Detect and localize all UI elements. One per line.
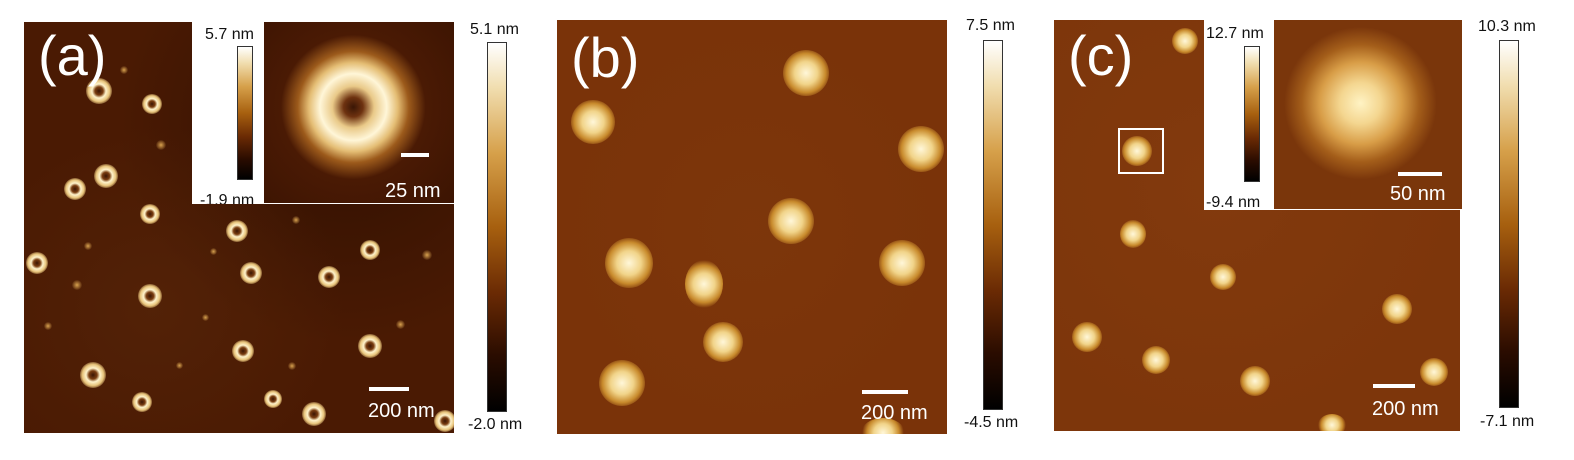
inset-colorbar-max: 12.7 nm xyxy=(1206,25,1264,42)
particle xyxy=(132,392,152,412)
speck xyxy=(156,140,166,150)
particle xyxy=(26,252,48,274)
particle xyxy=(1420,358,1448,386)
particle xyxy=(86,78,112,104)
inset-colorbar xyxy=(1244,46,1260,182)
afm-image-b: (b) 200 nm xyxy=(557,20,947,434)
selection-box xyxy=(1118,128,1164,174)
scale-bar xyxy=(369,387,409,391)
inset-image-a: 25 nm xyxy=(264,22,454,203)
inset-scale-bar-label: 50 nm xyxy=(1390,183,1446,205)
particle xyxy=(879,240,925,286)
inset-colorbar-min: -9.4 nm xyxy=(1206,194,1261,210)
colorbar-min: -2.0 nm xyxy=(468,416,523,433)
inset-scale-bar xyxy=(401,153,429,157)
particle xyxy=(240,262,262,284)
inset-colorbar-min: -1.9 nm xyxy=(200,192,255,204)
scale-bar xyxy=(862,390,908,394)
particle xyxy=(142,94,162,114)
colorbar-b xyxy=(983,40,1003,410)
inset-c: 12.7 nm -9.4 nm 50 nm xyxy=(1204,20,1462,210)
particle xyxy=(685,260,723,308)
particle xyxy=(571,100,615,144)
particle xyxy=(434,410,454,432)
particle xyxy=(80,362,106,388)
panel-label: (b) xyxy=(571,26,640,89)
speck xyxy=(72,280,82,290)
particle xyxy=(226,220,248,242)
particle xyxy=(898,126,944,172)
speck xyxy=(210,248,217,255)
particle xyxy=(64,178,86,200)
colorbar-min: -4.5 nm xyxy=(964,414,1019,431)
inset-scale-bar-label: 25 nm xyxy=(385,180,441,202)
particle xyxy=(318,266,340,288)
particle xyxy=(232,340,254,362)
scale-bar xyxy=(1373,384,1415,388)
particle xyxy=(1382,294,1412,324)
particle xyxy=(768,198,814,244)
colorbar-max: 5.1 nm xyxy=(470,21,519,38)
colorbar-a xyxy=(487,42,507,412)
particle xyxy=(783,50,829,96)
particle xyxy=(605,238,653,288)
speck xyxy=(44,322,52,330)
particle xyxy=(1172,28,1198,54)
particle xyxy=(94,164,118,188)
speck xyxy=(202,314,209,321)
particle xyxy=(140,204,160,224)
speck xyxy=(422,250,432,260)
speck xyxy=(292,216,300,224)
particle xyxy=(703,322,743,362)
inset-image-c: 50 nm xyxy=(1274,20,1462,209)
particle xyxy=(861,418,905,434)
inset-a: 5.7 nm -1.9 nm 25 nm xyxy=(192,22,454,204)
speck xyxy=(120,66,128,74)
particle xyxy=(1122,136,1152,166)
colorbar-max: 7.5 nm xyxy=(966,17,1015,34)
particle xyxy=(360,240,380,260)
colorbar-max: 10.3 nm xyxy=(1478,18,1536,35)
particle xyxy=(264,390,282,408)
scale-bar-label: 200 nm xyxy=(368,400,435,422)
panel-label: (c) xyxy=(1068,24,1134,87)
scale-bar-label: 200 nm xyxy=(1372,398,1439,420)
particle xyxy=(1318,414,1346,431)
panel-label: (a) xyxy=(38,24,107,87)
particle xyxy=(358,334,382,358)
scale-bar-label: 200 nm xyxy=(861,402,928,424)
inset-colorbar-max: 5.7 nm xyxy=(205,26,254,43)
speck xyxy=(288,362,296,370)
speck xyxy=(84,242,92,250)
particle xyxy=(302,402,326,426)
speck xyxy=(396,320,405,329)
particle xyxy=(1072,322,1102,352)
colorbar-c xyxy=(1499,40,1519,408)
particle xyxy=(1240,366,1270,396)
particle xyxy=(138,284,162,308)
inset-colorbar xyxy=(237,46,253,180)
particle xyxy=(1120,220,1146,248)
particle xyxy=(1210,264,1236,290)
particle xyxy=(1142,346,1170,374)
colorbar-min: -7.1 nm xyxy=(1480,413,1535,430)
inset-scale-bar xyxy=(1398,172,1442,176)
particle xyxy=(599,360,645,406)
speck xyxy=(176,362,183,369)
